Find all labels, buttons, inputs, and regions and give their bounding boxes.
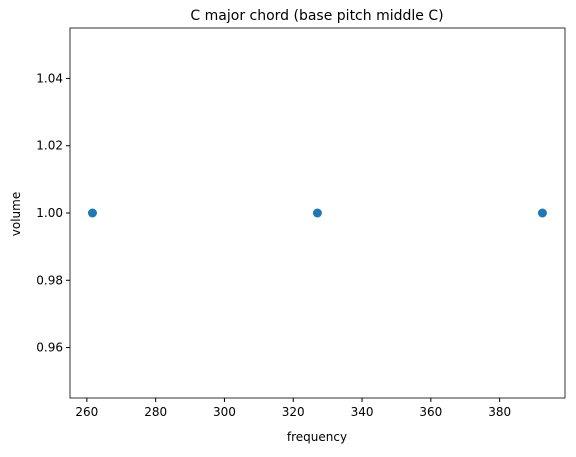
chart-title: C major chord (base pitch middle C)	[190, 8, 443, 24]
y-tick-label: 1.04	[36, 71, 63, 85]
x-tick-label: 360	[419, 405, 442, 419]
x-tick-label: 380	[488, 405, 511, 419]
x-tick-label: 260	[75, 405, 98, 419]
y-axis-label: volume	[9, 192, 23, 236]
plot-frame	[69, 27, 566, 399]
x-tick-label: 280	[144, 405, 167, 419]
point	[537, 208, 547, 218]
y-tick-label: 1.02	[36, 139, 63, 153]
x-tick-label: 340	[351, 405, 374, 419]
y-tick-label: 0.96	[36, 341, 63, 355]
x-tick-label: 300	[213, 405, 236, 419]
y-tick-label: 0.98	[36, 273, 63, 287]
point	[87, 208, 97, 218]
point	[312, 208, 322, 218]
x-tick-label: 320	[282, 405, 305, 419]
x-axis-label: frequency	[287, 430, 347, 444]
y-tick-label: 1.00	[36, 206, 63, 220]
